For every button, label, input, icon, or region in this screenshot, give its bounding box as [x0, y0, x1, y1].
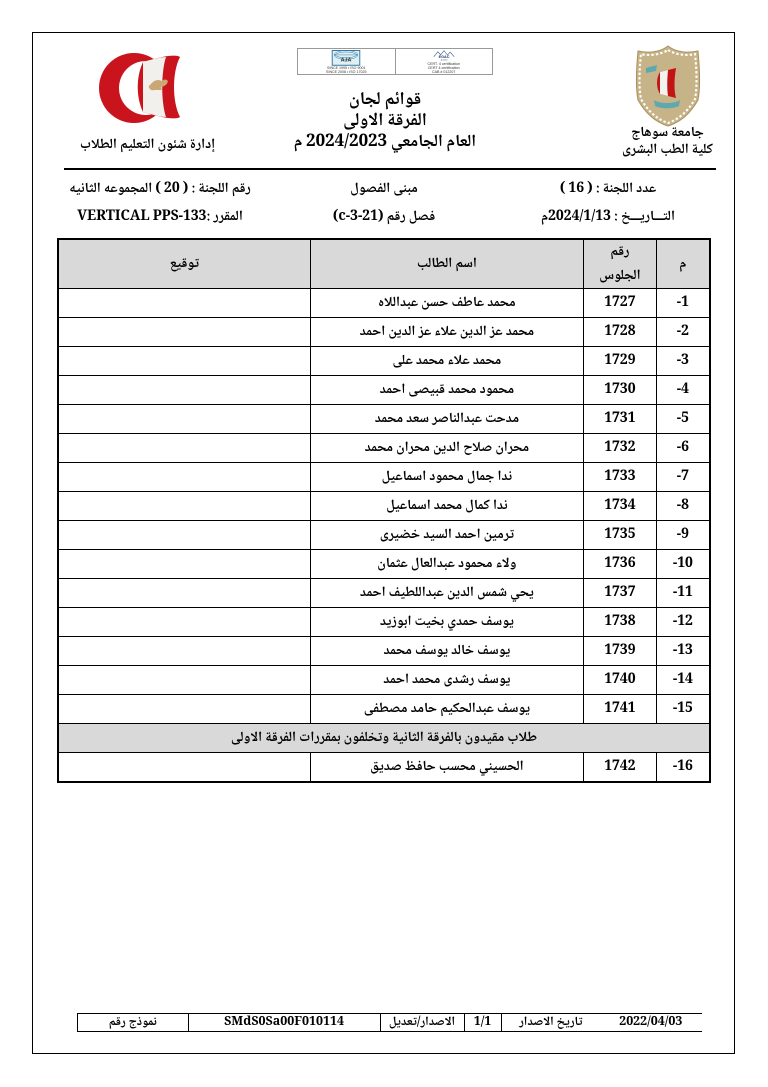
svg-text:AJA: AJA: [341, 57, 352, 63]
svg-text:EGAC: EGAC: [438, 55, 449, 59]
